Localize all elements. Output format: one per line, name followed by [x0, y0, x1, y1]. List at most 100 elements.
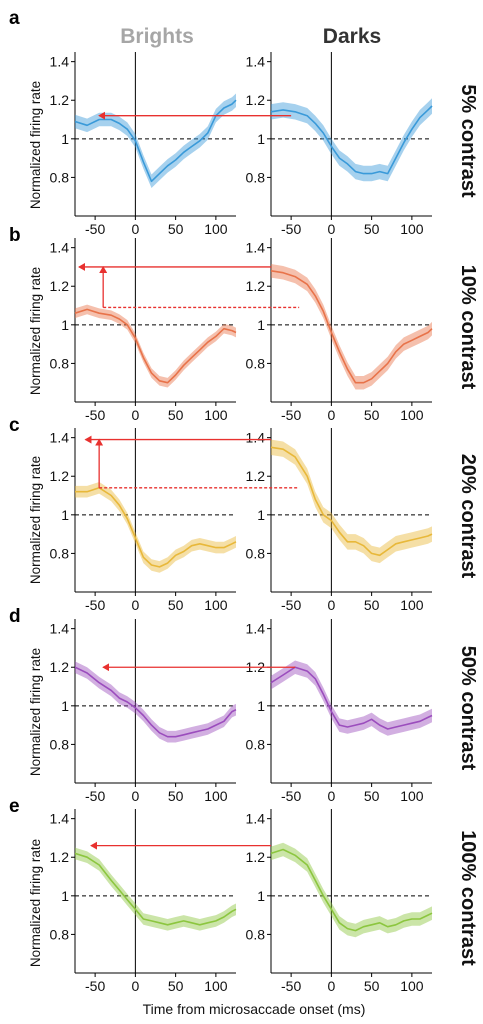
series-line-darks [270, 105, 433, 175]
x-tick-label: -50 [85, 788, 105, 804]
y-tick-label: 0.8 [246, 736, 266, 752]
ylabel-d: Normalized firing rate [28, 648, 43, 776]
ylabel-e: Normalized firing rate [28, 839, 43, 967]
plot-e-darks: 0.8 1 1.2 1.4 -50 0 50 100 [246, 809, 433, 994]
x-tick-label: 0 [131, 407, 139, 423]
y-tick-label: 1 [61, 698, 69, 714]
x-tick-label: 100 [204, 407, 228, 423]
plot-c-brights: 0.8 1 1.2 1.4 -50 0 50 100 [50, 428, 237, 613]
y-tick-label: 1.4 [246, 621, 266, 637]
x-tick-label: 50 [168, 221, 184, 237]
x-tick-label: 50 [168, 978, 184, 994]
x-tick-label: 100 [204, 788, 228, 804]
ylabel-b: Normalized firing rate [28, 267, 43, 395]
y-tick-label: 1 [257, 317, 265, 333]
x-tick-label: 100 [400, 788, 424, 804]
y-tick-label: 1.2 [50, 278, 70, 294]
annotation-layer [78, 111, 300, 850]
plot-b-brights: 0.8 1 1.2 1.4 -50 0 50 100 [50, 238, 237, 423]
y-tick-label: 1.2 [50, 92, 70, 108]
y-tick-label: 1.2 [246, 278, 266, 294]
x-tick-label: 50 [364, 597, 380, 613]
y-tick-label: 1.4 [50, 811, 70, 827]
panel-a: a Normalized firing rate 5% contrast 0.8… [9, 8, 479, 237]
y-tick-label: 1 [257, 698, 265, 714]
error-band-brights [75, 93, 236, 188]
column-title-brights: Brights [120, 25, 194, 48]
y-tick-label: 0.8 [50, 736, 70, 752]
panel-d: d Normalized firing rate 50% contrast 0.… [9, 606, 479, 804]
y-tick-label: 1.4 [246, 811, 266, 827]
x-tick-label: 100 [400, 407, 424, 423]
x-tick-label: -50 [281, 407, 301, 423]
ylabel-a: Normalized firing rate [28, 81, 43, 209]
series-line-darks [270, 666, 433, 730]
panel-c: c Normalized firing rate 20% contrast 0.… [9, 415, 479, 613]
contrast-label-d: 50% contrast [457, 646, 479, 771]
y-tick-label: 0.8 [50, 169, 70, 185]
ylabel-c: Normalized firing rate [28, 456, 43, 584]
y-tick-label: 0.8 [246, 169, 266, 185]
x-tick-label: 50 [364, 788, 380, 804]
error-band-brights [75, 482, 236, 573]
error-band-brights [75, 847, 236, 931]
y-tick-label: 1 [61, 131, 69, 147]
x-tick-label: 0 [131, 978, 139, 994]
panel-e: e Normalized firing rate 100% contrast 0… [9, 796, 479, 994]
y-tick-label: 1 [257, 131, 265, 147]
series-line-brights [75, 486, 237, 568]
plot-e-brights: 0.8 1 1.2 1.4 -50 0 50 100 [50, 809, 237, 994]
y-tick-label: 1 [257, 507, 265, 523]
plot-d-brights: 0.8 1 1.2 1.4 -50 0 50 100 [50, 619, 237, 804]
contrast-label-b: 10% contrast [457, 265, 479, 390]
panel-b: b Normalized firing rate 10% contrast 0.… [9, 225, 479, 423]
contrast-label-c: 20% contrast [457, 454, 479, 579]
y-tick-label: 0.8 [50, 926, 70, 942]
series-line-darks [270, 446, 433, 557]
y-tick-label: 1.2 [50, 849, 70, 865]
x-tick-label: 0 [131, 221, 139, 237]
x-tick-label: -50 [85, 407, 105, 423]
series-line-darks [270, 270, 433, 384]
x-tick-label: 50 [168, 788, 184, 804]
x-tick-label: -50 [85, 597, 105, 613]
series-line-darks [270, 848, 433, 932]
plot-d-darks: 0.811.21.4-50 0 50 100 [246, 619, 433, 804]
x-tick-label: 50 [364, 978, 380, 994]
y-tick-label: 1.2 [246, 92, 266, 108]
y-tick-label: 1.4 [246, 240, 266, 256]
y-tick-label: 1 [61, 317, 69, 333]
y-tick-label: 1.2 [246, 849, 266, 865]
y-tick-label: 1.4 [50, 54, 70, 70]
x-tick-label: 0 [327, 597, 335, 613]
y-tick-label: 1.4 [50, 430, 70, 446]
y-tick-label: 1.4 [50, 240, 70, 256]
plot-a-brights: 0.8 1 1.2 1.4 -50 0 50 100 [50, 52, 237, 237]
x-tick-label: 100 [400, 221, 424, 237]
x-tick-label: 100 [400, 597, 424, 613]
x-tick-label: 0 [327, 788, 335, 804]
x-tick-label: 50 [364, 407, 380, 423]
plot-c-darks: 0.8 1 1.2 1.4 -50 0 50 100 [246, 428, 433, 613]
y-tick-label: 0.8 [246, 926, 266, 942]
x-tick-label: 0 [327, 407, 335, 423]
x-tick-label: 0 [327, 978, 335, 994]
error-band-brights [75, 304, 236, 388]
x-tick-label: 50 [168, 597, 184, 613]
series-line-brights [74, 308, 237, 384]
x-tick-label: -50 [281, 788, 301, 804]
panel-letter-d: d [9, 606, 21, 627]
y-tick-label: 1.4 [50, 621, 70, 637]
plot-a-darks: 0.8 1 1.2 1.4 -50 0 50 100 [246, 52, 433, 237]
y-tick-label: 1.4 [246, 430, 266, 446]
y-tick-label: 1 [257, 888, 265, 904]
plot-b-darks: 0.8 1 1.2 1.4 -50 0 50 100 [246, 238, 433, 423]
x-axis-label: Time from microsaccade onset (ms) [143, 1001, 366, 1017]
y-tick-label: 0.8 [50, 545, 70, 561]
error-band-brights [75, 661, 236, 743]
y-tick-label: 1.4 [246, 54, 266, 70]
y-tick-label: 1 [61, 507, 69, 523]
y-tick-label: 1 [61, 888, 69, 904]
x-tick-label: -50 [281, 597, 301, 613]
